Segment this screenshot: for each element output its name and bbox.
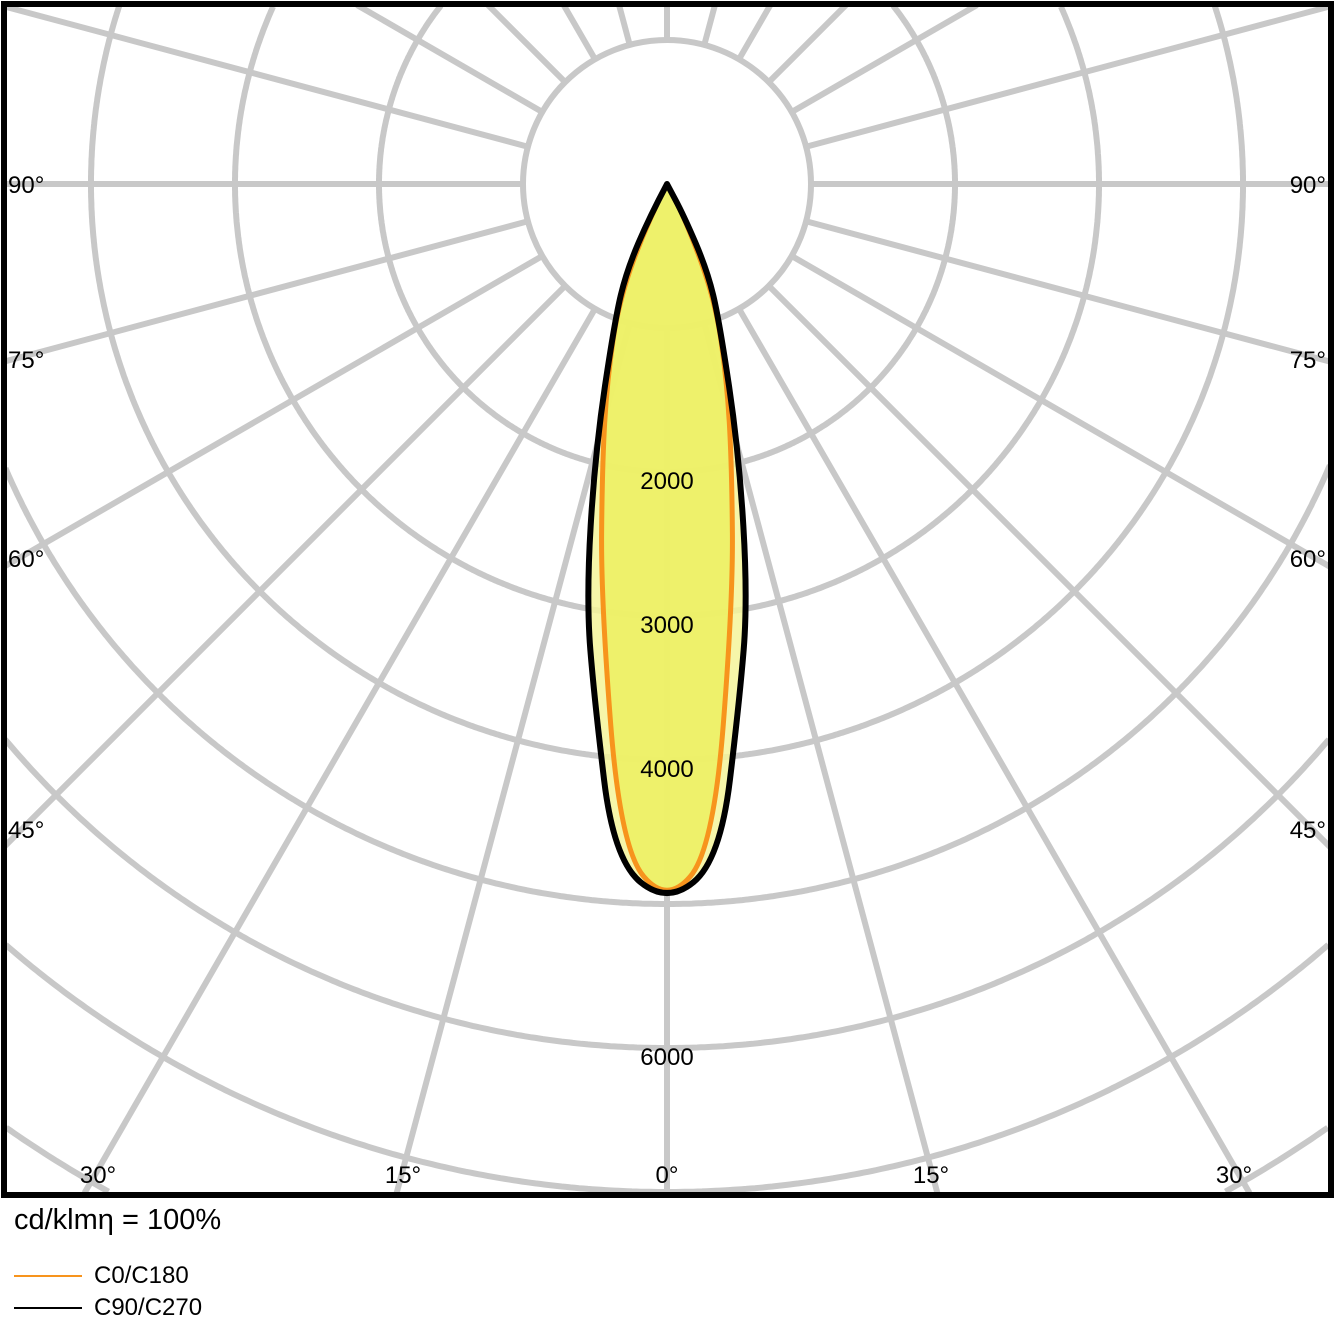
angle-label-right: 75°	[1290, 347, 1326, 374]
chart-frame	[1, 1, 1334, 1198]
grid-spoke	[2, 283, 568, 849]
grid-spoke	[393, 322, 633, 1194]
grid-spoke	[4, 3, 529, 150]
polar-intensity-chart: 2000 3000 4000 6000 90° 75° 60° 45° 90° 75° 60° 45°…	[1, 1, 1334, 1198]
grid-spoke	[736, 307, 1253, 1195]
grid-spoke	[4, 218, 529, 365]
angle-label-bottom: 30°	[1216, 1162, 1252, 1189]
grid-ring	[88, 5, 1246, 763]
legend-swatch	[14, 1275, 82, 1277]
angle-label-left: 90°	[8, 172, 44, 199]
angle-label-right: 60°	[1290, 546, 1326, 573]
angle-label-bottom: 0°	[656, 1162, 679, 1189]
grid-spoke	[736, 3, 773, 61]
legend-label: C0/C180	[94, 1262, 189, 1289]
grid-spoke	[561, 3, 598, 61]
radial-tick-label: 2000	[640, 468, 693, 495]
legend-item-c0-c180: C0/C180	[14, 1262, 189, 1290]
angle-label-right: 45°	[1290, 817, 1326, 844]
grid-spoke	[355, 2, 544, 115]
unit-label: cd/klmη = 100%	[14, 1204, 222, 1236]
radial-tick-label: 3000	[640, 612, 693, 639]
grid-ring	[3, 942, 1331, 1195]
radial-tick-label: 4000	[640, 756, 693, 783]
angle-label-left: 45°	[8, 817, 44, 844]
grid-spoke	[790, 253, 1332, 570]
grid-spoke	[616, 4, 633, 46]
grid-ring	[376, 3, 958, 475]
grid-spoke	[790, 2, 979, 115]
plot-area: 2000 3000 4000 6000 90° 75° 60° 45° 90° 75° 60° 45°…	[2, 2, 1333, 1195]
grid-spoke	[3, 253, 544, 569]
c90-c270-curve	[585, 181, 749, 897]
radial-tick-label: 6000	[640, 1044, 693, 1071]
grid-spoke	[701, 322, 941, 1194]
grid-spoke	[805, 3, 1331, 150]
grid-spoke	[701, 4, 718, 46]
angle-label-left: 60°	[8, 546, 44, 573]
angle-label-bottom: 15°	[385, 1162, 421, 1189]
angle-label-left: 75°	[8, 347, 44, 374]
angle-label-right: 90°	[1290, 172, 1326, 199]
grid-spoke	[805, 218, 1331, 365]
grid-ring	[4, 1125, 1330, 1195]
grid-ring	[2, 464, 1333, 907]
legend-swatch	[14, 1307, 82, 1309]
grid-ring	[232, 5, 1102, 619]
grid-spoke	[766, 283, 1333, 850]
grid-ring	[2, 737, 1332, 1051]
angle-label-bottom: 15°	[913, 1162, 949, 1189]
grid-spoke	[766, 2, 849, 85]
grid-spoke	[81, 307, 598, 1195]
legend-label: C90/C270	[94, 1294, 203, 1321]
legend-item-c90-c270: C90/C270	[14, 1294, 202, 1322]
c0-c180-fill	[601, 184, 733, 891]
angle-label-bottom: 30°	[80, 1162, 116, 1189]
grid-spoke	[485, 2, 568, 85]
